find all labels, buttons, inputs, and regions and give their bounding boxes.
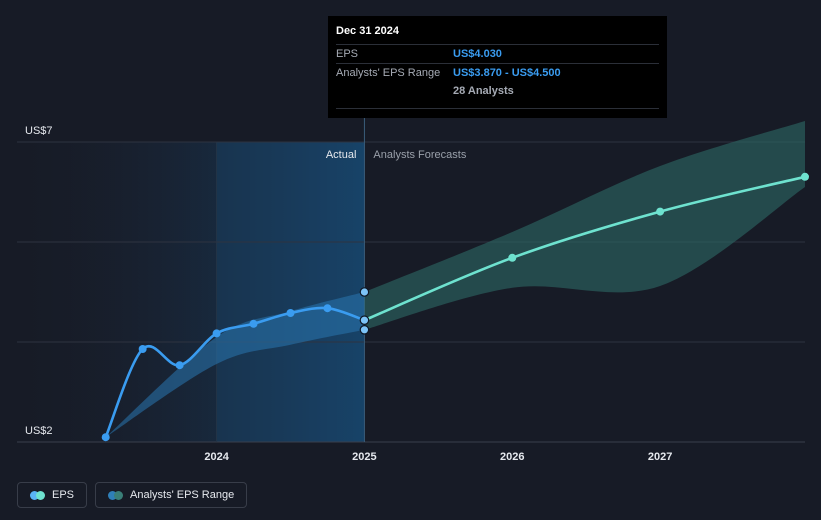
eps-point-actual — [175, 361, 184, 370]
eps-point-actual — [249, 319, 258, 328]
tooltip-range-value: US$3.870 - US$4.500 — [453, 67, 561, 79]
highlight-point — [359, 324, 370, 335]
eps-point-forecast — [801, 172, 809, 181]
eps-range-band-forecast — [364, 121, 805, 330]
eps-swatch-icon — [30, 490, 45, 500]
x-tick-label: 2026 — [500, 451, 524, 463]
legend-item-eps[interactable]: EPS — [17, 482, 88, 508]
eps-point-actual — [323, 304, 332, 313]
actual-region-shade — [17, 142, 365, 442]
x-tick-label: 2024 — [204, 451, 229, 463]
tooltip: Dec 31 2024 EPS US$4.030 Analysts' EPS R… — [328, 16, 667, 118]
eps-range-band-actual — [105, 292, 365, 438]
eps-point-actual — [138, 345, 147, 353]
tooltip-range-label: Analysts' EPS Range — [336, 67, 441, 79]
tooltip-eps-row: EPS US$4.030 — [336, 44, 659, 63]
tooltip-divider — [336, 108, 659, 109]
range-swatch-icon — [108, 490, 124, 500]
eps-point-actual — [286, 309, 295, 317]
tooltip-analysts-count: 28 Analysts — [453, 85, 514, 97]
y-label-bottom: US$2 — [25, 425, 53, 437]
region-label-actual: Actual — [326, 149, 357, 161]
eps-point-forecast — [656, 207, 665, 216]
legend-label-eps-range: Analysts' EPS Range — [130, 489, 235, 501]
recent-year-shade — [216, 142, 365, 442]
tooltip-range-row: Analysts' EPS Range US$3.870 - US$4.500 — [336, 63, 659, 82]
tooltip-eps-label: EPS — [336, 48, 359, 60]
tooltip-date: Dec 31 2024 — [336, 25, 399, 37]
eps-line-forecast — [363, 175, 806, 322]
eps-point-actual — [101, 433, 110, 442]
tooltip-eps-value: US$4.030 — [453, 48, 502, 60]
tooltip-analysts-row: 28 Analysts — [336, 82, 659, 100]
eps-point-actual — [212, 329, 221, 338]
y-label-top: US$7 — [25, 125, 53, 137]
region-label-forecast: Analysts Forecasts — [373, 149, 466, 161]
legend-label-eps: EPS — [52, 489, 75, 501]
x-tick-label: 2027 — [648, 451, 672, 463]
highlight-point — [359, 287, 370, 297]
highlight-point — [359, 315, 370, 325]
legend: EPS Analysts' EPS Range — [17, 482, 248, 508]
eps-point-forecast — [508, 253, 517, 262]
x-tick-label: 2025 — [352, 451, 376, 463]
legend-item-eps-range[interactable]: Analysts' EPS Range — [95, 482, 248, 508]
